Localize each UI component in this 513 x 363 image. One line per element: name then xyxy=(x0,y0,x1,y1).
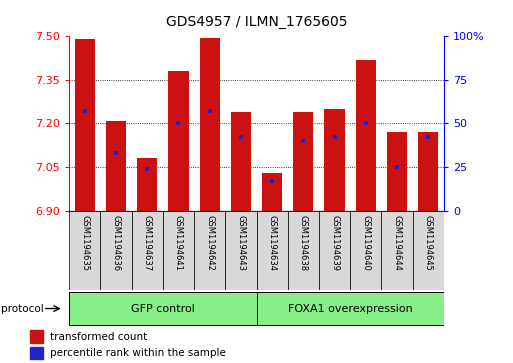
Text: transformed count: transformed count xyxy=(50,332,148,342)
Text: GSM1194642: GSM1194642 xyxy=(205,215,214,270)
Bar xyxy=(256,211,288,290)
Bar xyxy=(75,39,95,211)
Point xyxy=(268,178,276,184)
Point xyxy=(206,108,214,114)
Bar xyxy=(168,71,189,211)
Bar xyxy=(288,211,319,290)
Point xyxy=(81,108,89,114)
Bar xyxy=(69,292,256,325)
Bar xyxy=(225,211,256,290)
Text: GSM1194639: GSM1194639 xyxy=(330,215,339,270)
Bar xyxy=(101,211,132,290)
Point xyxy=(393,164,401,170)
Text: GSM1194640: GSM1194640 xyxy=(361,215,370,270)
Text: FOXA1 overexpression: FOXA1 overexpression xyxy=(288,303,412,314)
Text: GSM1194635: GSM1194635 xyxy=(81,215,89,270)
Point xyxy=(237,134,245,140)
Bar xyxy=(387,132,407,211)
Text: GSM1194637: GSM1194637 xyxy=(143,215,152,271)
Bar xyxy=(132,211,163,290)
Text: GSM1194634: GSM1194634 xyxy=(268,215,277,270)
Bar xyxy=(412,211,444,290)
Bar xyxy=(30,330,43,343)
Bar xyxy=(200,38,220,211)
Bar xyxy=(163,211,194,290)
Bar xyxy=(356,60,376,211)
Bar xyxy=(106,121,126,211)
Point xyxy=(424,134,432,140)
Bar xyxy=(293,112,313,211)
Bar xyxy=(231,112,251,211)
Text: GSM1194643: GSM1194643 xyxy=(236,215,245,270)
Text: GSM1194638: GSM1194638 xyxy=(299,215,308,271)
Bar xyxy=(194,211,225,290)
Bar xyxy=(137,158,157,211)
Text: GFP control: GFP control xyxy=(131,303,195,314)
Bar xyxy=(324,109,345,211)
Text: GSM1194645: GSM1194645 xyxy=(424,215,432,270)
Point xyxy=(174,121,183,126)
Text: GSM1194641: GSM1194641 xyxy=(174,215,183,270)
Point xyxy=(143,166,151,172)
Text: GDS4957 / ILMN_1765605: GDS4957 / ILMN_1765605 xyxy=(166,15,347,29)
Bar xyxy=(319,211,350,290)
Bar xyxy=(262,173,282,211)
Bar xyxy=(69,211,101,290)
Bar xyxy=(256,292,444,325)
Bar xyxy=(418,132,438,211)
Text: GSM1194644: GSM1194644 xyxy=(392,215,402,270)
Text: protocol: protocol xyxy=(2,303,44,314)
Point xyxy=(362,121,370,126)
Bar xyxy=(30,347,43,359)
Bar xyxy=(381,211,412,290)
Point xyxy=(299,138,307,144)
Point xyxy=(112,150,120,156)
Text: GSM1194636: GSM1194636 xyxy=(111,215,121,271)
Text: percentile rank within the sample: percentile rank within the sample xyxy=(50,348,226,358)
Bar xyxy=(350,211,381,290)
Point xyxy=(330,134,339,140)
